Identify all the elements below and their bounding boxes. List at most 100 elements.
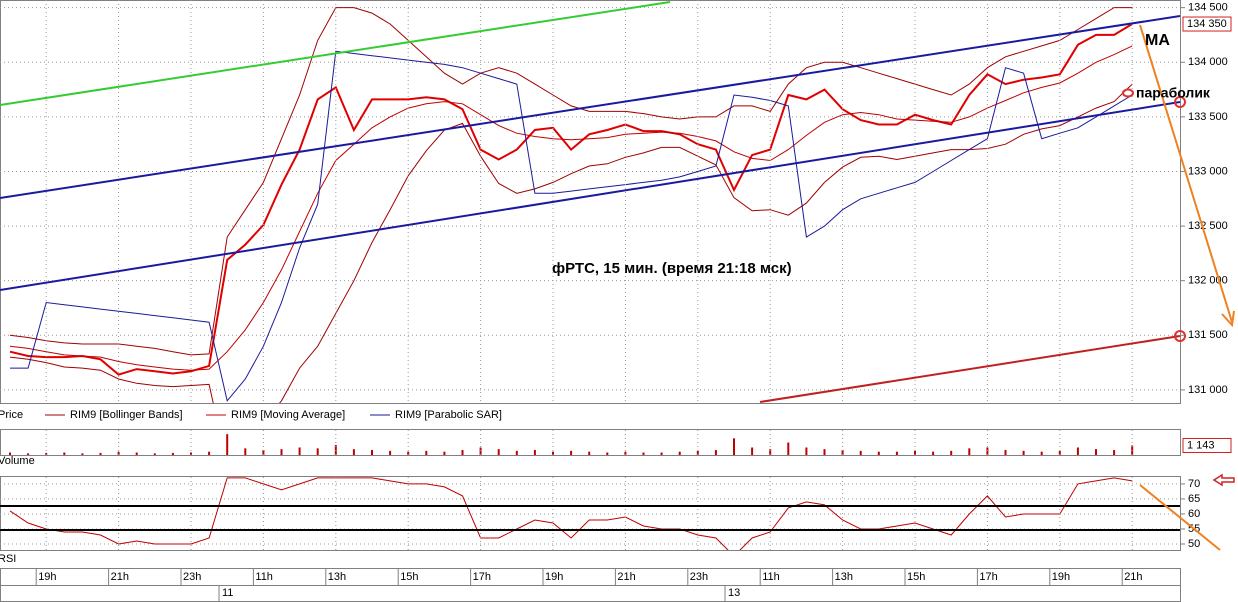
bar	[352, 449, 355, 455]
bar	[588, 451, 591, 455]
bar	[570, 450, 573, 455]
bar	[914, 450, 916, 455]
bar	[63, 452, 66, 455]
bar	[1113, 450, 1116, 455]
bar	[642, 452, 645, 455]
last-value-box	[1182, 437, 1232, 453]
x-tick-label: 23h	[183, 571, 201, 583]
bar	[552, 451, 554, 455]
arrow	[1139, 484, 1221, 551]
x-tick-label: 17h	[473, 571, 491, 583]
bar	[606, 452, 609, 455]
bar	[316, 448, 319, 455]
bar	[696, 450, 699, 455]
arrow	[1139, 24, 1233, 323]
bar	[841, 450, 844, 455]
x-tick-label: 21h	[111, 571, 129, 583]
bar	[751, 447, 754, 455]
y-tick-label: 134 500	[1188, 2, 1228, 14]
bar	[153, 453, 156, 455]
series-line	[9, 83, 1133, 403]
x-tick-label: 13h	[835, 571, 853, 583]
y-tick-label: 132 500	[1188, 220, 1228, 232]
bar	[733, 438, 735, 455]
bar	[823, 449, 826, 455]
bar	[298, 447, 301, 455]
bar	[1022, 450, 1025, 455]
bar	[1095, 449, 1097, 455]
bar	[226, 434, 229, 455]
annotation: MA	[1145, 32, 1170, 49]
bar	[9, 452, 11, 455]
panel	[9, 434, 1134, 455]
rsi-levels	[0, 505, 1180, 531]
drawn-lines	[0, 1, 1180, 403]
trend-line	[759, 335, 1180, 403]
x-tick-label: 11h	[762, 571, 780, 583]
bar	[533, 450, 536, 455]
panel-label: Volume	[0, 455, 35, 467]
x-tick-label: 15h	[907, 571, 925, 583]
y-tick-label: 134 000	[1188, 56, 1228, 68]
bar	[190, 452, 192, 455]
marker	[1122, 88, 1134, 98]
bar	[407, 451, 410, 455]
bar	[461, 450, 464, 455]
trend-line	[0, 1, 671, 106]
bar	[714, 450, 717, 455]
bar	[660, 452, 663, 455]
y-tick-label: 65	[1188, 493, 1200, 505]
bar	[950, 450, 953, 455]
channel-line	[0, 101, 1180, 291]
x-tick-label: 23h	[690, 571, 708, 583]
markers	[1122, 24, 1235, 551]
legend-label: RIM9 [Moving Average]	[231, 409, 345, 421]
date-label: 11	[222, 587, 233, 599]
bar	[515, 450, 518, 455]
bar	[1076, 447, 1079, 455]
bar	[769, 449, 772, 455]
y-tick-label: 131 000	[1188, 384, 1228, 396]
y-tick-label: 131 500	[1188, 329, 1228, 341]
date-label: 13	[728, 587, 740, 599]
arrow-head	[1212, 473, 1235, 487]
frames	[0, 0, 1181, 602]
series-line	[9, 7, 1133, 356]
legend-label: RIM9 [Parabolic SAR]	[395, 409, 502, 421]
x-tick-label: 15h	[400, 571, 418, 583]
bar	[45, 452, 48, 455]
x-tick-label: 21h	[617, 571, 635, 583]
panel-label: RSI	[0, 553, 16, 565]
y-tick-label: 70	[1188, 478, 1200, 490]
bar	[371, 450, 373, 455]
last-value-box	[1182, 16, 1232, 32]
bar	[208, 451, 211, 455]
bar	[859, 450, 862, 455]
y-tick-label: 132 000	[1188, 275, 1228, 287]
bar	[280, 449, 283, 455]
series-line	[9, 45, 1133, 371]
bar	[81, 453, 84, 455]
bar	[1058, 450, 1061, 455]
marker	[1174, 96, 1186, 108]
y-tick-label: 60	[1188, 508, 1200, 520]
bar	[99, 452, 102, 455]
bar	[1040, 451, 1043, 455]
channel-line	[0, 15, 1180, 199]
marker	[1174, 330, 1186, 342]
legend-label: RIM9 [Bollinger Bands]	[70, 409, 183, 421]
bar	[805, 447, 808, 455]
arrow-head	[1221, 310, 1235, 328]
bar	[117, 451, 120, 455]
bar	[425, 450, 428, 455]
bar	[787, 442, 790, 455]
bar	[135, 452, 138, 455]
x-tick-label: 17h	[979, 571, 997, 583]
annotation: фРТС, 15 мин. (время 21:18 мск)	[552, 260, 792, 277]
bar	[479, 447, 482, 455]
last-value-label: 1 143	[1187, 439, 1215, 451]
x-tick-label: 11h	[255, 571, 273, 583]
bar	[389, 450, 392, 455]
bar	[262, 450, 265, 455]
bar	[624, 451, 627, 455]
